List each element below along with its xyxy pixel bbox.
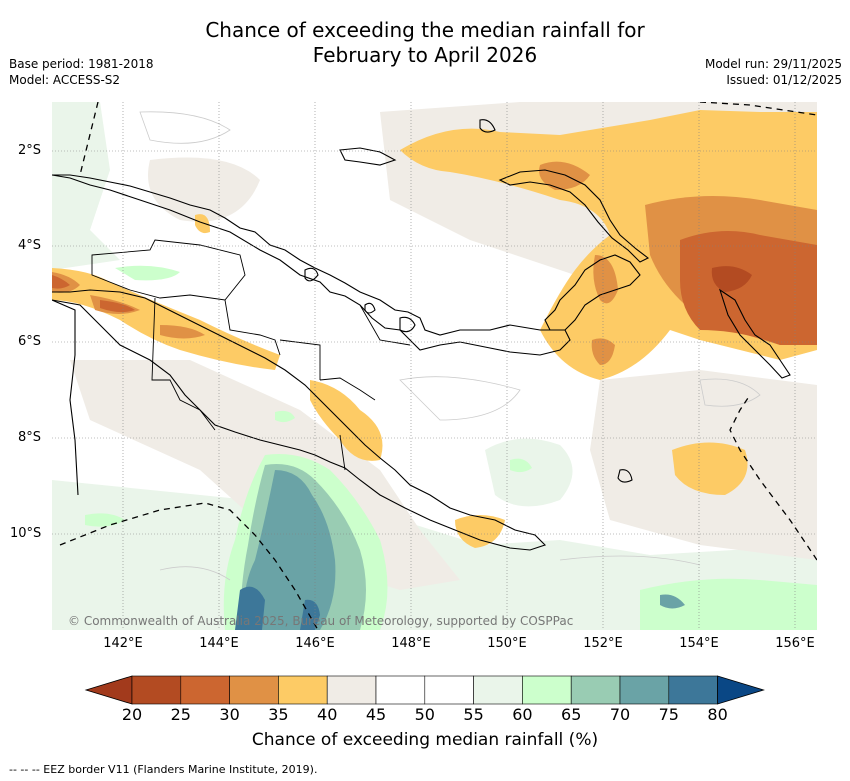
- contour-teal-medium: [243, 470, 336, 630]
- colorbar-cell: [278, 675, 328, 705]
- colorbar-tick: 70: [609, 705, 631, 724]
- contour-green-north-west: [115, 265, 180, 281]
- contour-dark-orange-west: [52, 275, 70, 289]
- lat-tick-8s: 8°S: [18, 430, 42, 445]
- manus-island: [339, 147, 397, 166]
- contour-green-tiny: [275, 410, 295, 423]
- colorbar-cell: [522, 675, 572, 705]
- karkar-island: [304, 267, 319, 282]
- bougainville: [718, 288, 791, 379]
- lat-tick-4s: 4°S: [18, 238, 42, 253]
- map-svg: [52, 102, 817, 630]
- new-ireland: [498, 169, 650, 263]
- contour-yellow-central-band: [52, 268, 280, 370]
- contour-dark-orange-east: [680, 231, 817, 345]
- colorbar-cell: [131, 675, 182, 705]
- lon-tick-146e: 146°E: [295, 636, 335, 651]
- colorbar-cell: [180, 675, 230, 705]
- colorbar-tick: 55: [463, 705, 484, 724]
- colorbar-cell: [375, 675, 426, 705]
- colorbar-cell: [326, 675, 377, 705]
- faint-contours: [139, 111, 761, 581]
- small-island-1: [364, 302, 376, 314]
- colorbar-label: Chance of exceeding median rainfall (%): [251, 730, 599, 750]
- lat-tick-2s: 2°S: [18, 143, 42, 158]
- colorbar-tick: 35: [268, 705, 289, 724]
- colorbar-tick: 45: [365, 705, 387, 724]
- colorbar-extend-low: [84, 675, 133, 705]
- contour-blue-dark: [235, 586, 265, 630]
- contour-light-green-west: [52, 102, 120, 270]
- lon-tick-150e: 150°E: [487, 636, 527, 651]
- contour-beige-northwest: [148, 157, 260, 222]
- contour-yellow-small: [195, 214, 210, 234]
- colorbar-cell: [570, 675, 621, 705]
- colorbar: [84, 675, 765, 705]
- contour-darkest-orange: [711, 266, 752, 292]
- colorbar-tick: 25: [170, 705, 191, 724]
- colorbar-tick: 75: [658, 705, 679, 724]
- colorbar-cell: [668, 675, 718, 705]
- coastlines: [52, 119, 791, 551]
- trobriand: [617, 469, 633, 483]
- new-guinea-south-coast: [52, 289, 547, 551]
- province-borders: [91, 239, 411, 471]
- title-line-2: February to April 2026: [312, 43, 538, 67]
- meta-left: Base period: 1981-2018 Model: ACCESS-S2: [9, 56, 154, 88]
- colorbar-tick: 30: [219, 705, 240, 724]
- small-island-2: [399, 316, 416, 333]
- issued-date: Issued: 01/12/2025: [726, 73, 842, 87]
- eez-footnote: -- -- -- EEZ border V11 (Flanders Marine…: [9, 763, 318, 776]
- contour-yellow-east-sea: [672, 442, 748, 495]
- colorbar-tick: 60: [512, 705, 533, 724]
- new-guinea-north-coast: [52, 174, 571, 356]
- colorbar-tick: 80: [707, 705, 728, 724]
- contour-green-small: [510, 458, 532, 473]
- lat-tick-6s: 6°S: [18, 334, 42, 349]
- colorbar-extend-high: [717, 675, 765, 705]
- lon-tick-154e: 154°E: [679, 636, 719, 651]
- lat-tick-10s: 10°S: [10, 526, 42, 541]
- model-run: Model run: 29/11/2025: [704, 57, 842, 71]
- map-title: Chance of exceeding the median rainfall …: [0, 18, 850, 68]
- lon-tick-148e: 148°E: [391, 636, 431, 651]
- colorbar-cell: [424, 675, 474, 705]
- model-name: Model: ACCESS-S2: [9, 73, 121, 87]
- graticule: [52, 102, 817, 630]
- lon-tick-156e: 156°E: [775, 636, 815, 651]
- contour-yellow-highlands: [310, 380, 383, 461]
- new-britain-west: [544, 254, 641, 331]
- copyright-notice: © Commonwealth of Australia 2025, Bureau…: [68, 614, 574, 628]
- contour-orange-band-2: [160, 325, 205, 339]
- contour-dark-orange-band: [100, 300, 135, 313]
- contour-light-green-east: [485, 438, 573, 507]
- colorbar-cell: [473, 675, 523, 705]
- eez-borders: [59, 102, 817, 630]
- contour-green-southeast: [640, 578, 817, 630]
- colorbar-tick: 20: [121, 705, 143, 724]
- rainfall-map: [52, 102, 817, 630]
- colorbar-cell: [229, 675, 279, 705]
- lon-tick-142e: 142°E: [103, 636, 143, 651]
- colorbar-cells: [84, 675, 765, 705]
- contour-orange-small: [591, 338, 615, 365]
- contour-teal-small-east: [660, 594, 685, 609]
- contour-orange-new-ireland: [539, 161, 590, 190]
- colorbar-tick: 50: [414, 705, 435, 724]
- lon-tick-144e: 144°E: [199, 636, 239, 651]
- title-line-1: Chance of exceeding the median rainfall …: [205, 18, 645, 42]
- base-period: Base period: 1981-2018: [9, 57, 154, 71]
- lon-tick-152e: 152°E: [583, 636, 623, 651]
- colorbar-cell: [619, 675, 670, 705]
- colorbar-tick: 65: [561, 705, 582, 724]
- west-border-coast: [52, 299, 79, 496]
- small-island-3: [479, 119, 496, 133]
- meta-right: Model run: 29/11/2025 Issued: 01/12/2025: [705, 56, 842, 88]
- colorbar-tick: 40: [317, 705, 338, 724]
- contour-yellow-milne-bay: [455, 515, 505, 548]
